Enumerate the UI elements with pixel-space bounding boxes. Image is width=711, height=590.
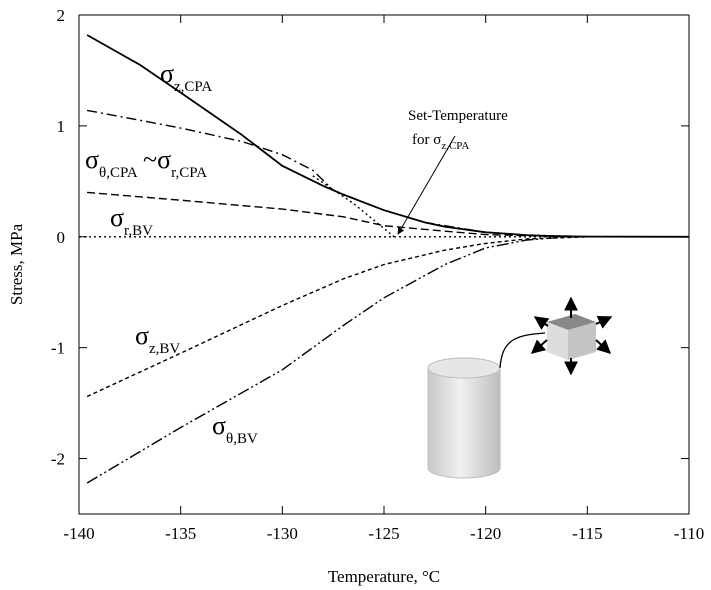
spacer (180, 321, 185, 350)
series-label-subscript: r,BV (124, 223, 153, 239)
inset (427, 296, 613, 479)
series-label-symbol: σ (110, 203, 124, 232)
spacer (258, 411, 263, 440)
series-label-subscript: z,CPA (174, 79, 212, 95)
series-line (86, 109, 690, 238)
series-label: σz,CPA (160, 59, 217, 95)
series-label-symbol: σ (160, 59, 174, 88)
x-tick-label: -130 (267, 524, 298, 543)
series-label: σr,BV (110, 203, 158, 239)
spacer (153, 203, 158, 232)
series-line (312, 175, 395, 238)
x-tick-label: -125 (368, 524, 399, 543)
x-tick-label: -115 (572, 524, 603, 543)
y-axis-label: Stress, MPa (7, 223, 26, 305)
series-label-subscript: z,BV (149, 341, 180, 357)
series-line (86, 236, 689, 484)
inset-label (562, 273, 565, 289)
spacer (530, 354, 533, 370)
series-label-subscript: r,CPA (171, 165, 207, 181)
series-label: σθ,BV (212, 411, 263, 447)
series-line (86, 236, 689, 398)
spacer (207, 145, 212, 174)
series-label: σz,BV (135, 321, 185, 357)
y-tick-label: 0 (57, 228, 66, 247)
spacer (562, 273, 565, 289)
series-line (87, 191, 689, 238)
annotation-subscript: z,CPA (441, 140, 469, 152)
series-line (86, 34, 690, 238)
x-tick-label: -120 (470, 524, 501, 543)
series-label: σθ,CPA ~σr,CPA (85, 145, 212, 181)
spacer (604, 354, 607, 370)
series-label-subscript: θ,CPA (99, 165, 138, 181)
series-label-symbol: σ (157, 145, 171, 174)
series-label-symbol: σ (135, 321, 149, 350)
inset-label (530, 354, 533, 370)
spacer (212, 59, 217, 88)
x-axis-label: Temperature, °C (328, 567, 440, 586)
y-tick-label: 2 (57, 6, 66, 25)
y-tick-label: -1 (51, 339, 65, 358)
x-tick-label: -135 (165, 524, 196, 543)
y-tick-label: 1 (57, 117, 66, 136)
x-tick-label: -110 (674, 524, 705, 543)
y-tick-label: -2 (51, 450, 65, 469)
inset-label (604, 354, 607, 370)
annotation: Set-Temperature (408, 108, 508, 124)
series-label-symbol: ~ (143, 145, 157, 174)
series-label-subscript: θ,BV (226, 431, 258, 447)
series-label-symbol: σ (85, 145, 99, 174)
annotation-text: for σ (412, 132, 441, 148)
x-tick-label: -140 (63, 524, 94, 543)
series-label-symbol: σ (212, 411, 226, 440)
annotation: for σz,CPA (412, 132, 469, 152)
